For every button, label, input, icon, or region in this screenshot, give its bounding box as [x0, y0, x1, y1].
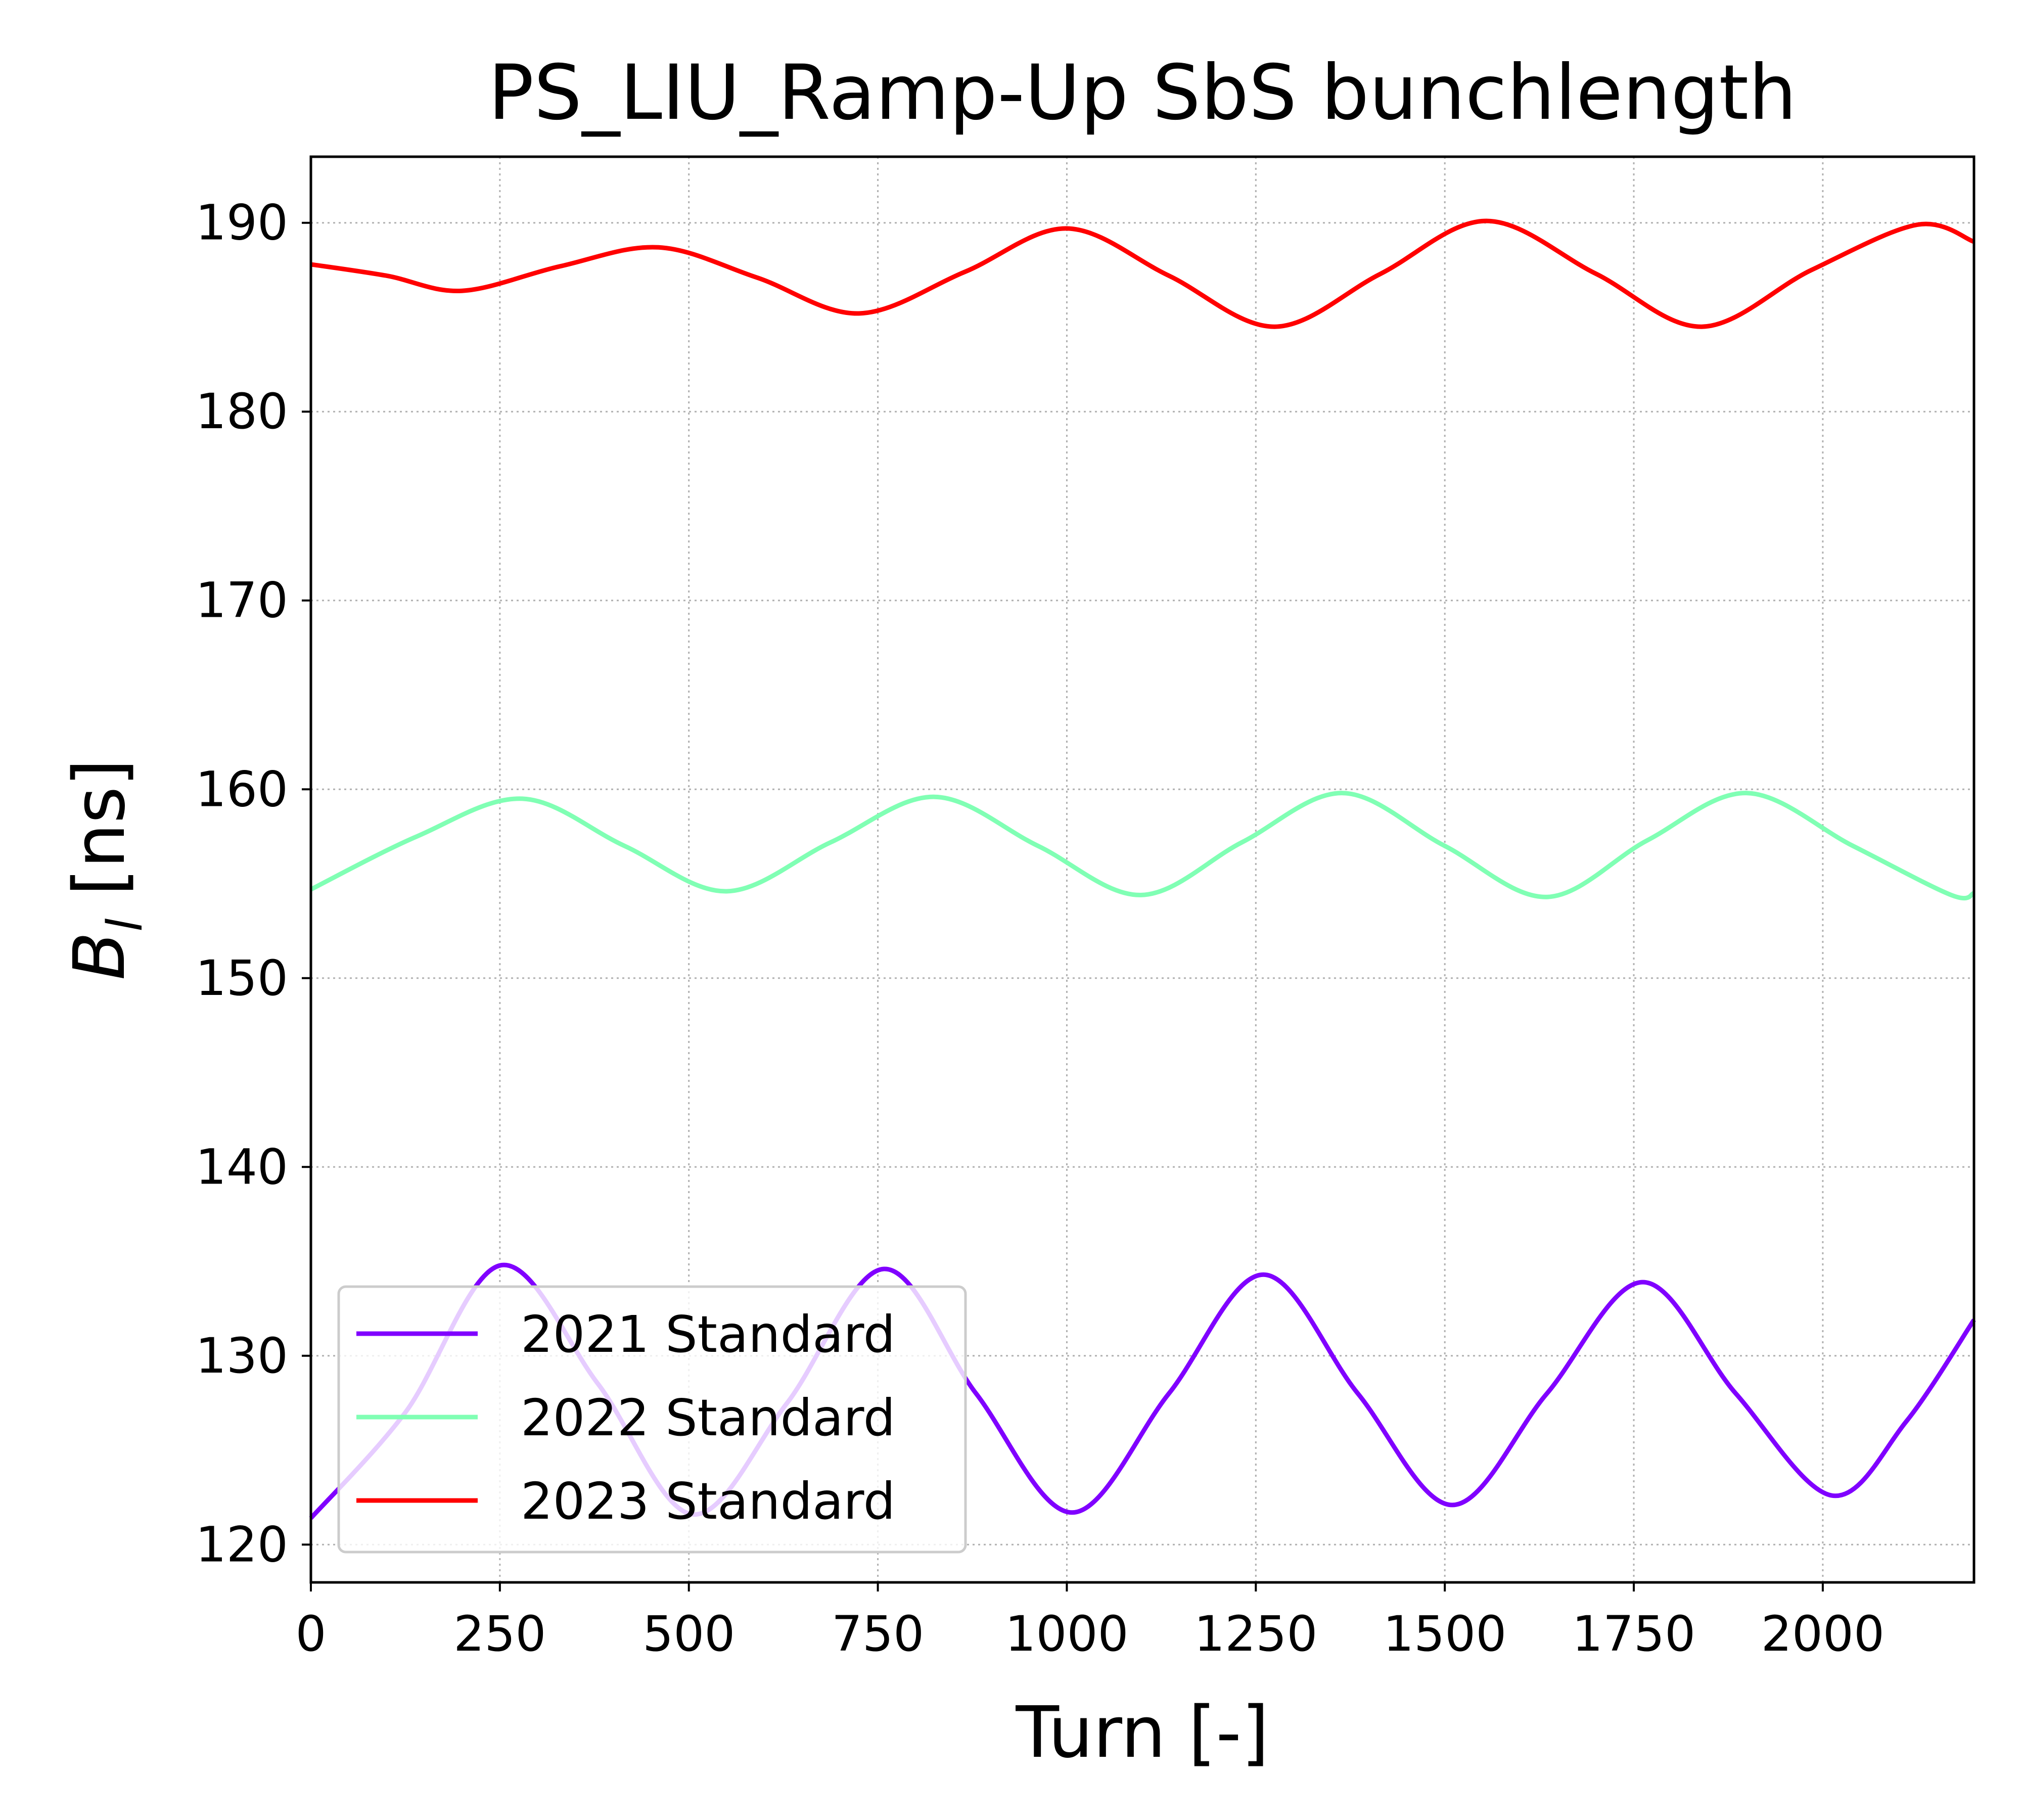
- y-tick-label: 130: [196, 1328, 288, 1384]
- x-axis: 0 250 500 750 1000 1250 1500 1750 2000: [295, 1582, 1885, 1662]
- chart-title: PS_LIU_Ramp-Up SbS bunchlength: [488, 49, 1797, 137]
- x-tick-label: 500: [642, 1606, 735, 1662]
- x-tick-label: 750: [832, 1606, 924, 1662]
- y-axis: 120 130 140 150 160 170 180 190: [196, 195, 311, 1573]
- grid: [310, 157, 1974, 1582]
- series-line-3: [310, 218, 1975, 329]
- series-line-2: [309, 791, 1975, 901]
- x-axis-label: Turn [-]: [1015, 1692, 1269, 1774]
- y-tick-label: 190: [196, 195, 288, 251]
- x-tick-label: 1000: [1005, 1606, 1128, 1662]
- legend-label: 2023 Standard: [521, 1472, 895, 1531]
- legend-box: [337, 1285, 967, 1554]
- x-tick-label: 1500: [1383, 1606, 1506, 1662]
- y-axis-label-subscript: l: [98, 918, 153, 931]
- x-tick-label: 0: [295, 1606, 326, 1662]
- y-tick-label: 170: [196, 572, 288, 629]
- y-tick-label: 120: [196, 1516, 288, 1573]
- y-axis-label: Bl [ns]: [59, 759, 153, 980]
- y-tick-label: 180: [196, 383, 288, 440]
- plot-frame: [309, 155, 1975, 1584]
- legend-label: 2021 Standard: [521, 1305, 895, 1364]
- y-axis-label-unit: [ns]: [59, 759, 141, 918]
- x-tick-label: 2000: [1761, 1606, 1885, 1662]
- legend: 2021 Standard 2022 Standard 2023 Standard: [337, 1285, 967, 1554]
- legend-label: 2022 Standard: [521, 1388, 895, 1447]
- x-tick-label: 250: [453, 1606, 546, 1662]
- y-tick-label: 160: [196, 761, 288, 817]
- x-tick-label: 1250: [1194, 1606, 1317, 1662]
- x-tick-label: 1750: [1572, 1606, 1695, 1662]
- y-axis-label-symbol: B: [59, 932, 141, 980]
- y-tick-label: 140: [196, 1139, 288, 1195]
- y-tick-label: 150: [196, 950, 288, 1007]
